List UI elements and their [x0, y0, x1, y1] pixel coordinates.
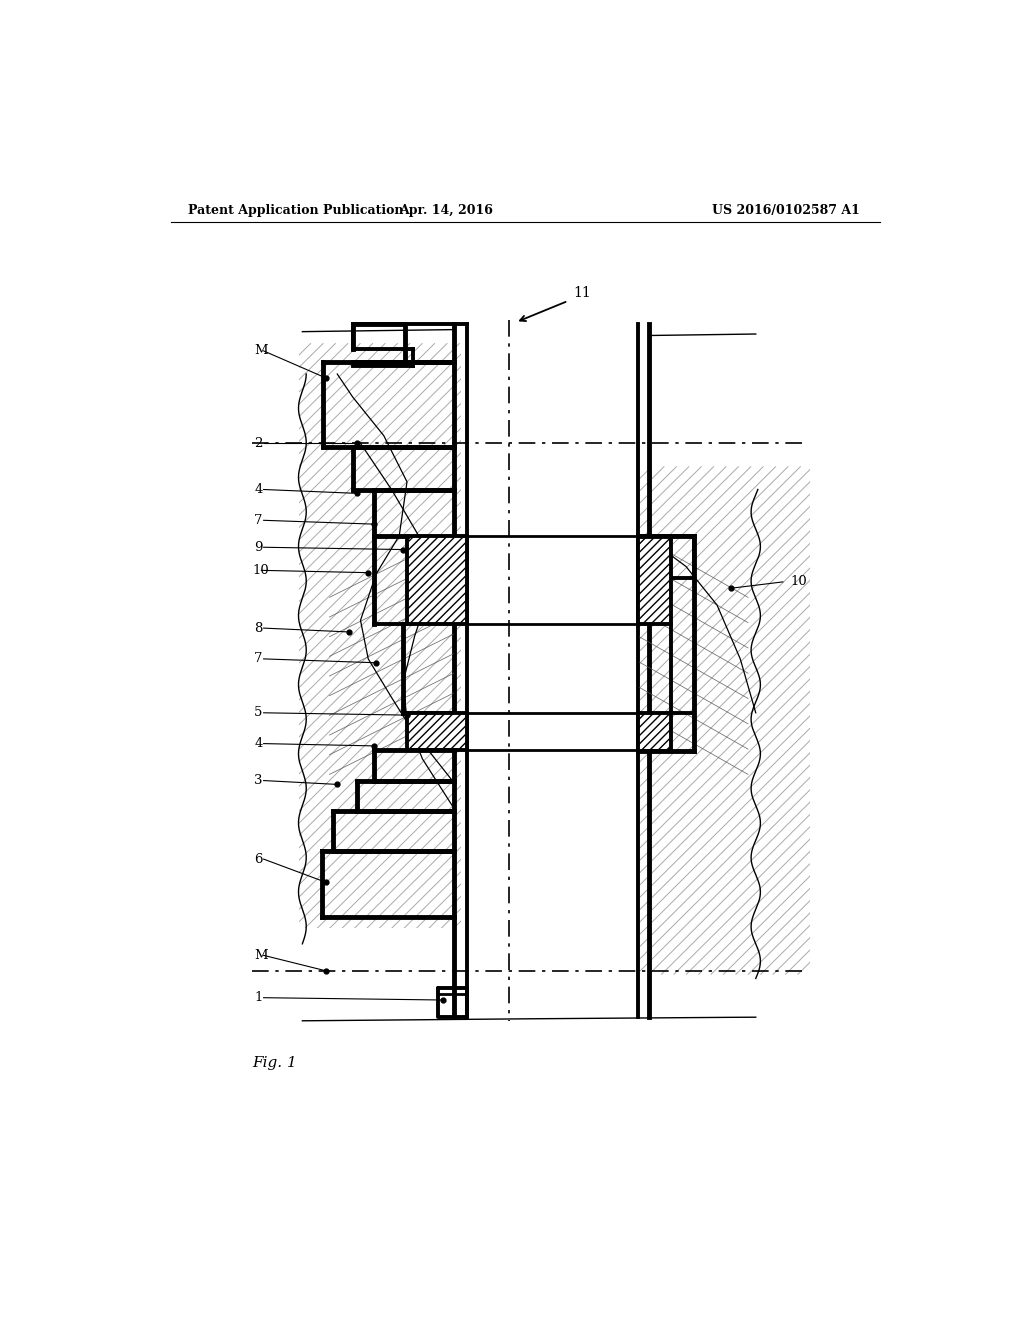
Text: 2: 2	[254, 437, 263, 450]
Text: 6: 6	[254, 853, 263, 866]
Text: Patent Application Publication: Patent Application Publication	[188, 205, 403, 218]
Text: 3: 3	[254, 774, 263, 787]
Text: US 2016/0102587 A1: US 2016/0102587 A1	[713, 205, 860, 218]
Text: 8: 8	[254, 622, 263, 635]
Text: 10: 10	[252, 564, 268, 577]
Bar	[407, 713, 467, 750]
Text: 10: 10	[791, 576, 807, 589]
Text: 4: 4	[254, 737, 263, 750]
Text: 4: 4	[254, 483, 263, 496]
Text: 11: 11	[573, 286, 592, 300]
Text: 7: 7	[254, 513, 263, 527]
Text: Apr. 14, 2016: Apr. 14, 2016	[398, 205, 493, 218]
Text: Fig. 1: Fig. 1	[252, 1056, 297, 1071]
Text: M: M	[254, 345, 268, 358]
Text: 7: 7	[254, 652, 263, 665]
Bar	[638, 713, 671, 751]
Text: 5: 5	[254, 706, 263, 719]
Text: M: M	[254, 949, 268, 962]
Text: 1: 1	[254, 991, 263, 1005]
Text: 9: 9	[254, 541, 263, 554]
Bar	[638, 536, 671, 624]
Bar	[407, 536, 467, 624]
